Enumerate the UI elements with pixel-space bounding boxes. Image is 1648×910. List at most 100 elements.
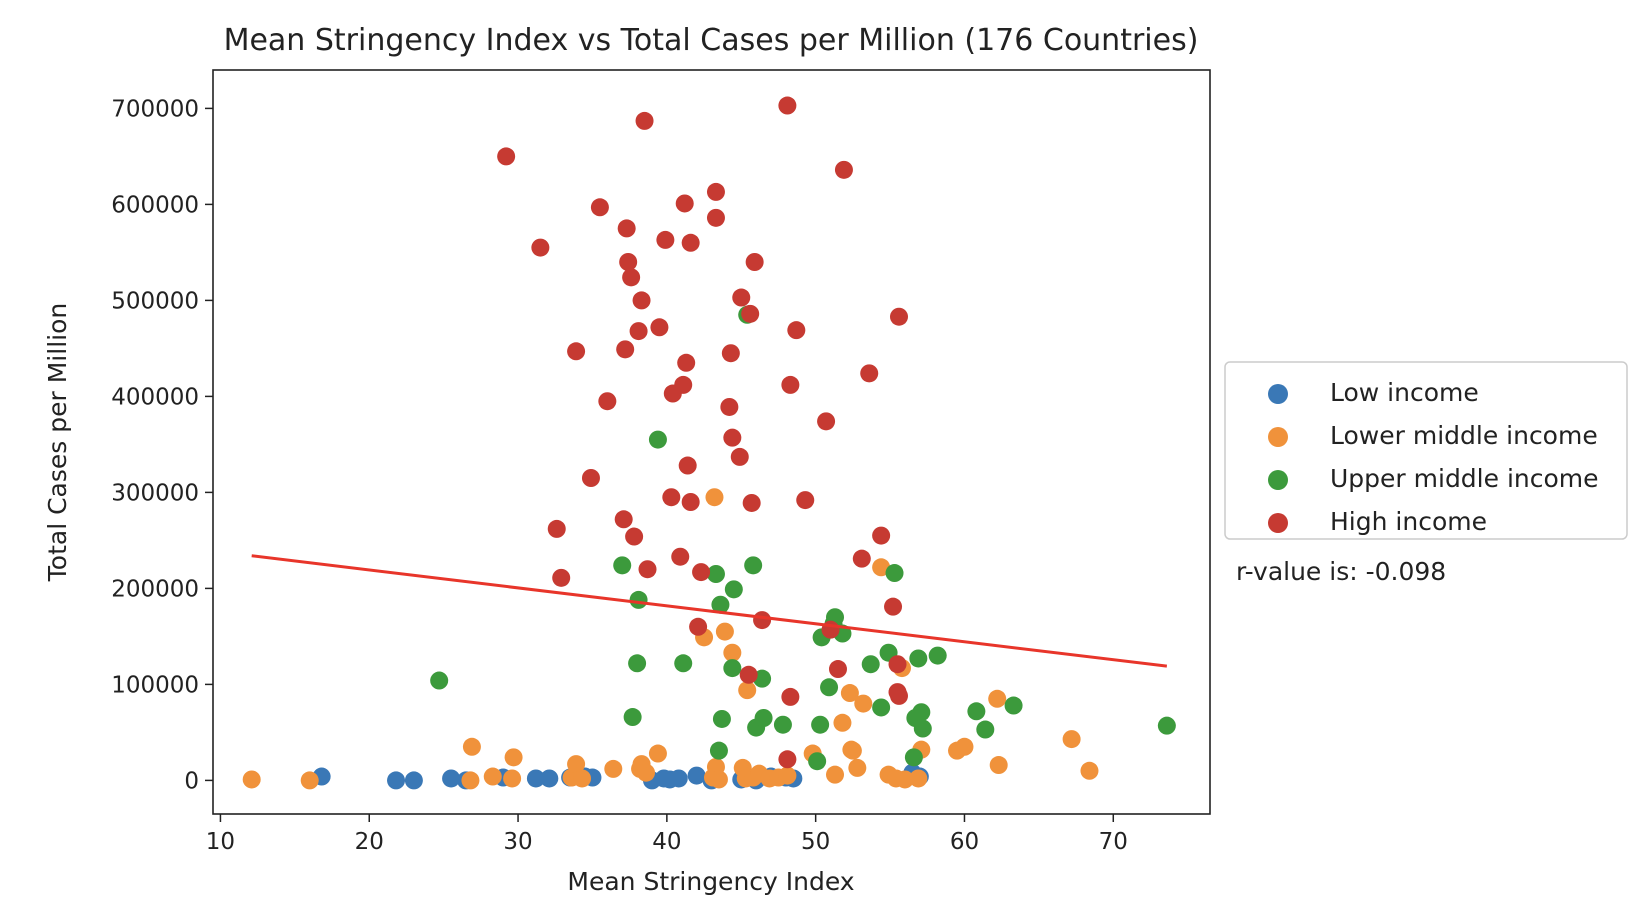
point-high-income-34 [721, 344, 740, 363]
point-high-income-15 [632, 291, 651, 310]
point-lower-middle-income-5 [503, 769, 522, 788]
point-upper-middle-income-29 [885, 564, 904, 583]
point-high-income-57 [888, 655, 907, 674]
point-upper-middle-income-32 [909, 649, 928, 668]
point-lower-middle-income-6 [504, 748, 523, 767]
point-high-income-7 [598, 392, 617, 411]
x-tick-label-40: 40 [652, 829, 681, 855]
point-high-income-13 [625, 527, 644, 546]
point-high-income-38 [739, 665, 758, 684]
point-high-income-46 [781, 375, 800, 394]
legend-label-high-income: High income [1330, 507, 1487, 536]
point-lower-middle-income-37 [854, 694, 873, 713]
point-high-income-6 [590, 198, 609, 217]
point-high-income-33 [720, 397, 739, 416]
y-tick-label-300000: 300000 [111, 480, 199, 506]
point-lower-middle-income-24 [738, 681, 757, 700]
point-high-income-54 [860, 364, 879, 383]
point-high-income-47 [787, 321, 806, 340]
point-high-income-23 [674, 375, 693, 394]
point-high-income-20 [662, 488, 681, 507]
point-upper-middle-income-36 [967, 702, 986, 721]
point-high-income-36 [730, 447, 749, 466]
point-low-income-7 [540, 769, 559, 788]
point-lower-middle-income-10 [604, 759, 623, 778]
legend: Low income Lower middle income Upper middl… [1268, 378, 1599, 536]
point-upper-middle-income-7 [706, 565, 725, 583]
point-lower-middle-income-0 [242, 770, 261, 789]
point-upper-middle-income-34 [913, 719, 932, 738]
point-lower-middle-income-35 [843, 741, 862, 760]
point-high-income-49 [817, 412, 836, 431]
y-tick-label-700000: 700000 [111, 96, 199, 122]
point-high-income-31 [706, 182, 725, 201]
point-lower-middle-income-48 [989, 756, 1008, 775]
point-upper-middle-income-8 [709, 741, 728, 760]
x-tick-label-20: 20 [355, 829, 384, 855]
point-low-income-2 [404, 771, 423, 790]
point-upper-middle-income-0 [430, 671, 449, 690]
point-upper-middle-income-35 [928, 646, 947, 665]
point-lower-middle-income-19 [709, 770, 728, 789]
point-low-income-3 [442, 769, 461, 788]
point-lower-middle-income-42 [895, 770, 914, 789]
point-upper-middle-income-39 [1157, 716, 1176, 735]
point-lower-middle-income-31 [826, 765, 845, 784]
point-upper-middle-income-10 [712, 709, 731, 728]
point-high-income-60 [890, 307, 908, 326]
plot-area [242, 96, 1176, 790]
point-high-income-53 [852, 549, 871, 568]
y-tick-label-500000: 500000 [111, 288, 199, 314]
point-high-income-39 [741, 304, 760, 323]
point-lower-middle-income-17 [705, 488, 724, 507]
point-low-income-1 [387, 771, 406, 790]
legend-marker-high-income [1268, 513, 1288, 533]
point-lower-middle-income-32 [833, 713, 852, 732]
regression-line [251, 554, 1168, 668]
point-high-income-8 [614, 510, 633, 529]
legend-marker-low-income [1268, 384, 1288, 404]
point-high-income-32 [706, 208, 725, 227]
point-upper-middle-income-1 [613, 556, 632, 575]
point-high-income-35 [723, 428, 742, 447]
point-lower-middle-income-50 [1080, 761, 1099, 780]
point-high-income-41 [745, 253, 764, 271]
legend-label-low-income: Low income [1330, 378, 1479, 407]
x-axis: 10 20 30 40 50 60 70 [206, 814, 1128, 855]
point-high-income-18 [650, 318, 669, 337]
point-high-income-19 [656, 230, 675, 249]
point-upper-middle-income-26 [861, 655, 880, 674]
x-tick-label-70: 70 [1099, 829, 1128, 855]
x-tick-label-60: 60 [950, 829, 979, 855]
y-axis-label: Total Cases per Million [43, 303, 72, 582]
point-upper-middle-income-6 [674, 654, 693, 673]
point-high-income-29 [689, 617, 708, 636]
point-upper-middle-income-19 [808, 752, 827, 771]
point-upper-middle-income-5 [648, 430, 667, 449]
point-high-income-5 [581, 469, 600, 487]
point-high-income-45 [781, 687, 800, 706]
point-high-income-4 [567, 342, 586, 361]
point-lower-middle-income-1 [300, 771, 319, 790]
point-lower-middle-income-47 [988, 689, 1007, 708]
point-lower-middle-income-33 [840, 684, 859, 703]
point-upper-middle-income-14 [744, 556, 763, 575]
point-upper-middle-income-4 [629, 590, 648, 609]
y-tick-label-0: 0 [184, 768, 199, 794]
point-high-income-55 [872, 526, 891, 545]
legend-marker-upper-middle-income [1268, 470, 1288, 490]
point-upper-middle-income-12 [724, 580, 743, 599]
point-high-income-37 [732, 288, 751, 307]
point-high-income-56 [884, 597, 903, 616]
point-high-income-43 [778, 750, 797, 769]
point-lower-middle-income-14 [648, 744, 667, 763]
point-upper-middle-income-33 [912, 703, 931, 722]
point-lower-middle-income-3 [462, 737, 481, 756]
x-tick-label-50: 50 [801, 829, 830, 855]
point-high-income-52 [834, 160, 853, 179]
chart-title: Mean Stringency Index vs Total Cases per… [224, 23, 1199, 58]
x-tick-label-10: 10 [206, 829, 235, 855]
point-upper-middle-income-2 [623, 708, 642, 727]
point-high-income-16 [635, 111, 654, 130]
point-high-income-42 [753, 611, 772, 630]
